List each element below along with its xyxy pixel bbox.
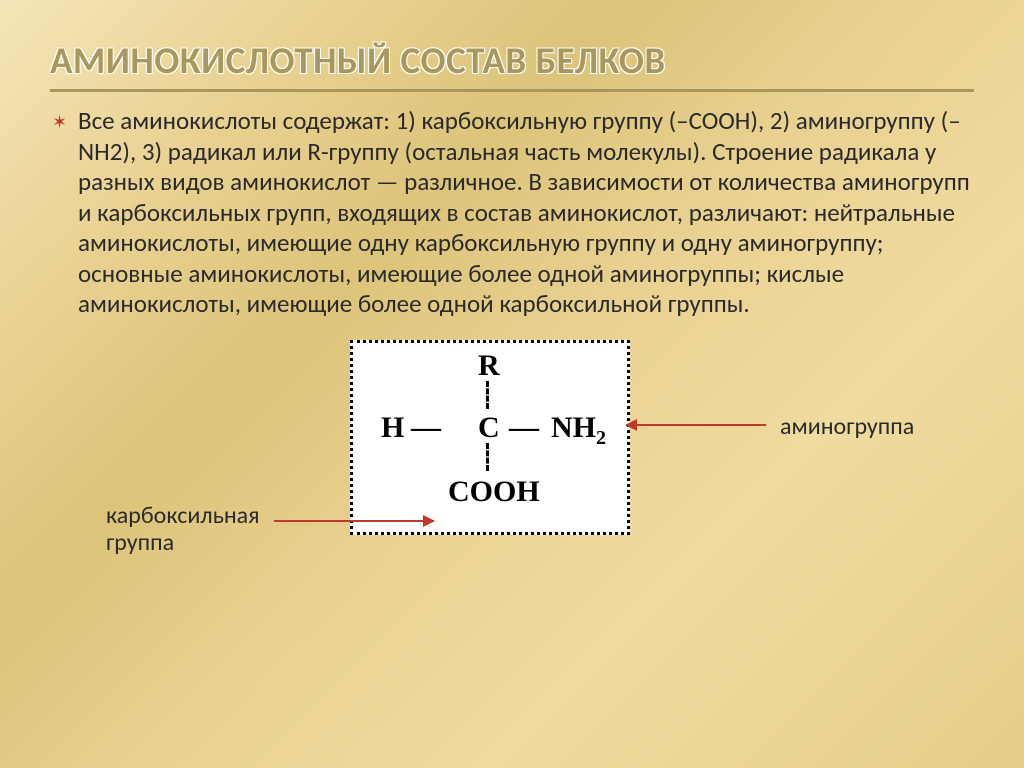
formula-box: R H — C — NH2 COOН	[350, 340, 630, 535]
label-amino-group: аминогруппа	[780, 412, 914, 441]
formula-h: H	[381, 411, 404, 445]
bond-vertical-bottom	[486, 443, 489, 471]
label-carboxyl-group: карбоксильная группа	[106, 502, 260, 557]
slide: АМИНОКИСЛОТНЫЙ СОСТАВ БЕЛКОВ ✶ Все амино…	[0, 0, 1024, 590]
formula-c: C	[478, 411, 500, 445]
formula-nh2: NH2	[551, 411, 606, 450]
amino-acid-diagram: R H — C — NH2 COOН аминогруппа карбоксил…	[50, 340, 974, 570]
arrow-to-amino	[626, 424, 766, 426]
arrow-to-carboxyl	[274, 520, 434, 522]
body-text-content: Все аминокислоты содержат: 1) карбоксиль…	[78, 105, 970, 319]
slide-title: АМИНОКИСЛОТНЫЙ СОСТАВ БЕЛКОВ	[50, 38, 974, 92]
bond-c-n: —	[509, 411, 539, 445]
formula-cooh: COOН	[448, 475, 540, 509]
bond-vertical-top	[486, 381, 489, 409]
body-paragraph: ✶ Все аминокислоты содержат: 1) карбокси…	[50, 106, 974, 320]
bullet-icon: ✶	[52, 112, 67, 134]
formula-r: R	[478, 349, 500, 383]
bond-h-c: —	[411, 411, 441, 445]
